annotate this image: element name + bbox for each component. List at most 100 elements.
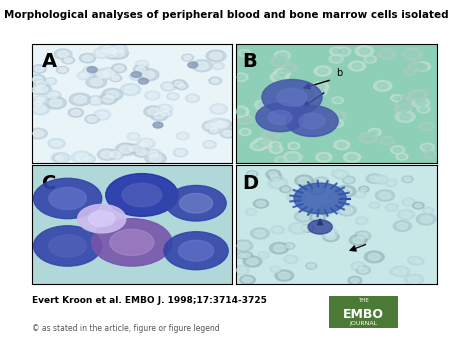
Circle shape: [169, 94, 176, 99]
Circle shape: [84, 156, 93, 162]
Circle shape: [333, 121, 341, 125]
Circle shape: [283, 64, 297, 72]
Circle shape: [261, 130, 280, 141]
Circle shape: [32, 76, 42, 82]
Circle shape: [395, 268, 406, 275]
Circle shape: [71, 151, 93, 164]
Circle shape: [282, 187, 289, 191]
Circle shape: [274, 227, 282, 232]
Circle shape: [49, 187, 86, 210]
Circle shape: [184, 55, 191, 60]
Circle shape: [133, 147, 150, 157]
Circle shape: [286, 106, 338, 137]
Circle shape: [347, 154, 357, 160]
Circle shape: [274, 74, 284, 80]
Circle shape: [295, 175, 313, 186]
Circle shape: [233, 108, 249, 117]
Circle shape: [136, 141, 149, 148]
Circle shape: [374, 80, 392, 91]
Circle shape: [358, 233, 368, 239]
Circle shape: [369, 176, 379, 182]
Circle shape: [343, 152, 360, 162]
Circle shape: [166, 186, 226, 221]
Circle shape: [287, 257, 295, 262]
Circle shape: [97, 112, 108, 118]
Circle shape: [397, 223, 408, 229]
Circle shape: [153, 122, 163, 128]
Circle shape: [311, 82, 328, 92]
Circle shape: [237, 242, 249, 249]
Circle shape: [258, 102, 268, 108]
Circle shape: [425, 209, 432, 213]
Circle shape: [271, 226, 284, 234]
Circle shape: [33, 130, 44, 137]
Circle shape: [243, 256, 262, 267]
Circle shape: [212, 79, 219, 83]
Circle shape: [130, 72, 143, 80]
Circle shape: [416, 100, 426, 106]
Circle shape: [213, 106, 224, 112]
Circle shape: [172, 80, 186, 88]
Circle shape: [279, 272, 290, 279]
Circle shape: [109, 44, 128, 55]
Circle shape: [145, 152, 166, 165]
Circle shape: [351, 262, 366, 270]
Circle shape: [209, 77, 221, 84]
Circle shape: [275, 58, 285, 64]
Circle shape: [354, 264, 363, 269]
Circle shape: [145, 91, 160, 100]
Circle shape: [161, 111, 169, 116]
Circle shape: [368, 128, 381, 136]
Circle shape: [103, 70, 115, 77]
Circle shape: [288, 222, 308, 234]
Circle shape: [220, 128, 236, 138]
Circle shape: [356, 192, 364, 196]
Circle shape: [316, 152, 332, 162]
Circle shape: [415, 259, 422, 263]
Circle shape: [212, 121, 225, 128]
Circle shape: [103, 96, 114, 102]
Text: EMBO: EMBO: [343, 308, 384, 321]
Circle shape: [315, 66, 332, 76]
Circle shape: [35, 67, 43, 72]
Circle shape: [58, 51, 68, 57]
Circle shape: [270, 142, 281, 148]
Circle shape: [54, 49, 72, 59]
Circle shape: [409, 90, 428, 101]
Text: JOURNAL: JOURNAL: [349, 321, 378, 326]
Circle shape: [274, 51, 291, 61]
Circle shape: [378, 83, 388, 89]
Circle shape: [315, 88, 327, 96]
Circle shape: [242, 130, 248, 134]
Circle shape: [393, 221, 411, 232]
Circle shape: [161, 82, 176, 91]
Circle shape: [241, 51, 248, 55]
Circle shape: [236, 267, 246, 273]
Circle shape: [329, 47, 344, 55]
Circle shape: [268, 177, 288, 189]
Circle shape: [240, 275, 255, 284]
Circle shape: [270, 72, 288, 82]
Circle shape: [342, 176, 356, 184]
Circle shape: [413, 98, 430, 108]
Circle shape: [379, 192, 391, 199]
Circle shape: [51, 152, 70, 164]
Circle shape: [291, 144, 297, 148]
Circle shape: [412, 64, 420, 69]
Circle shape: [249, 172, 256, 176]
Circle shape: [216, 121, 228, 128]
Circle shape: [272, 147, 280, 151]
Circle shape: [89, 211, 115, 226]
Circle shape: [164, 232, 228, 270]
Circle shape: [120, 145, 132, 153]
Circle shape: [269, 172, 278, 177]
Circle shape: [93, 110, 111, 120]
Circle shape: [105, 46, 118, 54]
Circle shape: [203, 141, 216, 148]
Circle shape: [408, 256, 422, 265]
Circle shape: [135, 61, 148, 68]
Circle shape: [56, 66, 69, 74]
Circle shape: [137, 149, 147, 155]
Circle shape: [286, 191, 306, 202]
Circle shape: [415, 64, 428, 71]
